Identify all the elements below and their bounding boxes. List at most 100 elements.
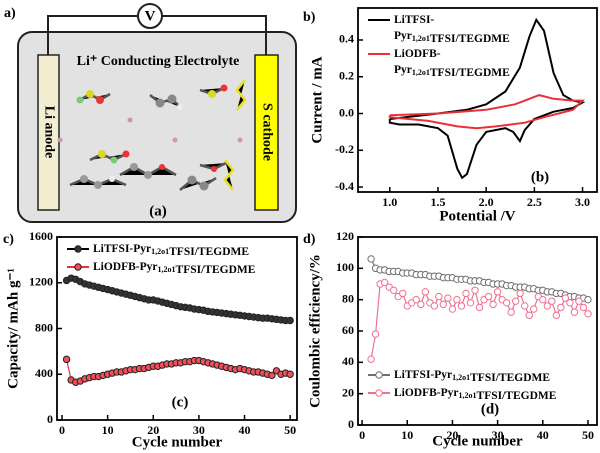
marker: [367, 355, 375, 363]
marker: [548, 297, 556, 305]
voltmeter: [137, 3, 163, 29]
y-tick-label: 0.0: [339, 105, 354, 119]
x-tick-label: 2.0: [479, 195, 494, 209]
marker: [439, 300, 448, 309]
x-tick-label: 10: [401, 428, 413, 442]
y-tick-label: 0.2: [339, 68, 354, 82]
chart: b) 1.0 1.5 2.0 2.5 3.0 -0.4 -0.2 0.0 0.2 0.4 Potent…: [303, 7, 598, 224]
legend-label: LiTFSI-Pyr1,2o1TFSI/TEGDME: [394, 369, 550, 384]
y-tick-label: 0: [47, 412, 53, 426]
y-tick-label: 1600: [29, 229, 53, 243]
y-tick-label: 40: [342, 354, 354, 368]
x-tick-label: 2.5: [527, 195, 542, 209]
marker: [539, 295, 547, 304]
marker: [575, 297, 583, 305]
x-tick-label: 40: [537, 428, 549, 442]
y-axis-label: Coulombic efficiency/%: [307, 254, 323, 408]
legend-marker: [74, 263, 82, 271]
chart: c) 0 10 20 30 40 50 0 400 800 1200 1600 Cycle number…: [3, 229, 298, 450]
x-tick-label: 20: [446, 428, 458, 442]
marker: [399, 289, 407, 298]
marker: [570, 308, 579, 316]
y-tick-label: 80: [342, 291, 354, 305]
cathode: [254, 54, 279, 211]
marker: [462, 289, 470, 298]
x-axis-label: Potential /V: [439, 208, 515, 224]
anode-label: Li anode: [41, 106, 56, 159]
y-tick-label: 800: [35, 320, 53, 334]
marker: [286, 316, 294, 325]
y-tick-label: 400: [35, 366, 53, 380]
x-axis-label: Cycle number: [132, 434, 223, 450]
marker: [444, 294, 452, 302]
x-tick-label: 1.5: [430, 195, 445, 209]
marker: [471, 286, 479, 294]
marker: [367, 255, 375, 263]
marker: [475, 303, 484, 312]
marker: [584, 295, 592, 304]
x-axis-label: Cycle number: [432, 433, 523, 449]
series-line: [388, 94, 585, 130]
x-tick-label: 40: [239, 423, 251, 437]
marker: [507, 308, 515, 316]
marker: [521, 302, 529, 310]
marker: [579, 303, 588, 312]
marker: [62, 355, 71, 364]
legend-marker: [74, 245, 82, 253]
marker: [493, 288, 502, 296]
voltmeter-label: V: [145, 8, 156, 24]
y-tick-label: 60: [342, 323, 354, 337]
marker: [412, 295, 420, 304]
panel-label: c): [3, 232, 14, 247]
marker: [561, 294, 570, 302]
marker: [466, 299, 475, 307]
legend-label: LiODFB-Pyr1,2o1TFSI/TEGDME: [394, 48, 510, 79]
panel-annotation: (c): [172, 394, 189, 410]
x-tick-label: 20: [147, 423, 159, 437]
marker: [389, 286, 398, 294]
panel-annotation: (d): [481, 401, 499, 417]
y-tick-label: 1200: [29, 275, 53, 289]
marker: [268, 371, 276, 380]
marker: [457, 302, 466, 310]
x-tick-label: 50: [582, 428, 594, 442]
marker: [566, 299, 574, 307]
legend-label: LiODFB-Pyr1,2o1TFSI/TEGDME: [394, 387, 557, 402]
plot-frame: [56, 236, 298, 421]
anode: [37, 54, 60, 211]
marker: [489, 300, 497, 309]
y-tick-label: 100: [336, 260, 354, 274]
x-tick-label: 10: [102, 423, 114, 437]
marker: [557, 303, 565, 312]
plot-frame: [357, 236, 598, 426]
x-tick-label: 0: [59, 423, 65, 437]
x-tick-label: 50: [284, 423, 296, 437]
marker: [511, 297, 520, 305]
marker: [453, 295, 461, 304]
legend-label: LiTFSI-Pyr1,2o1TFSI/TEGDME: [394, 14, 510, 45]
legend-label: LiODFB-Pyr1,2o1TFSI/TEGDME: [93, 261, 256, 276]
legend-marker: [375, 389, 383, 397]
panel-annotation: (a): [149, 203, 167, 219]
y-tick-label: -0.4: [335, 179, 354, 193]
plot-frame: [357, 7, 598, 193]
y-tick-label: 0: [348, 417, 354, 431]
marker: [421, 288, 430, 296]
y-tick-label: -0.2: [335, 142, 354, 156]
legend-marker: [375, 371, 383, 379]
panel-annotation: (b): [531, 169, 549, 185]
marker: [584, 310, 592, 318]
panel-label: a): [4, 6, 16, 21]
schematic: a) V Li anode S cathode Li⁺ Conducting E…: [4, 3, 297, 223]
marker: [448, 305, 457, 313]
y-tick-label: 20: [342, 385, 354, 399]
x-tick-label: 3.0: [575, 195, 590, 209]
x-tick-label: 30: [492, 428, 504, 442]
cell-box: [17, 31, 297, 223]
marker: [543, 302, 552, 310]
electrolyte-label: Li⁺ Conducting Electrolyte: [77, 54, 240, 69]
marker: [516, 289, 524, 298]
legend-label: LiTFSI-Pyr1,2o1TFSI/TEGDME: [93, 243, 249, 258]
x-tick-label: 0: [359, 428, 365, 442]
chart: d) 0 10 20 30 40 50 0 20 40 60 80 100 120 Cycle number…: [303, 229, 598, 449]
